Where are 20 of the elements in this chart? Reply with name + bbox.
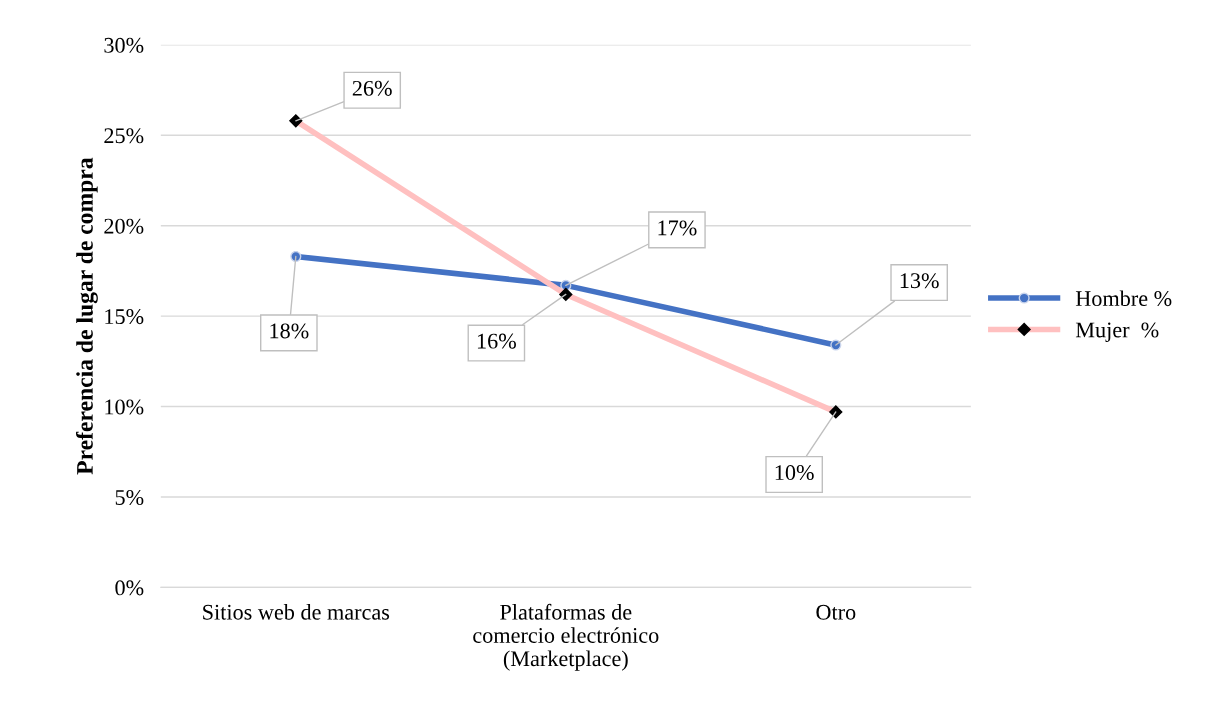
legend-label: Mujer % [1075,322,1159,342]
data-label: 26% [352,80,392,96]
x-tick-label: Plataformas de comercio electrónico (Marketplace) [473,603,659,671]
x-tick-label: Otro [816,604,856,620]
y-tick-label: 25% [104,128,144,144]
y-tick-label: 30% [104,37,144,53]
y-tick-label: 5% [115,489,144,505]
data-label: 18% [270,323,309,339]
data-label: 16% [477,333,516,349]
data-label: 17% [658,220,697,236]
y-axis-title: Preferencia de lugar de compra [76,157,98,475]
data-label: 10% [775,465,814,481]
y-tick-label: 0% [115,580,144,596]
legend-label: Hombre % [1075,290,1172,307]
y-tick-label: 10% [105,399,144,415]
y-tick-label: 20% [104,218,144,234]
point [290,250,302,263]
x-tick-label: Sitios web de marcas [203,604,390,620]
data-label: 13% [900,273,939,289]
y-tick-label: 15% [105,309,144,325]
